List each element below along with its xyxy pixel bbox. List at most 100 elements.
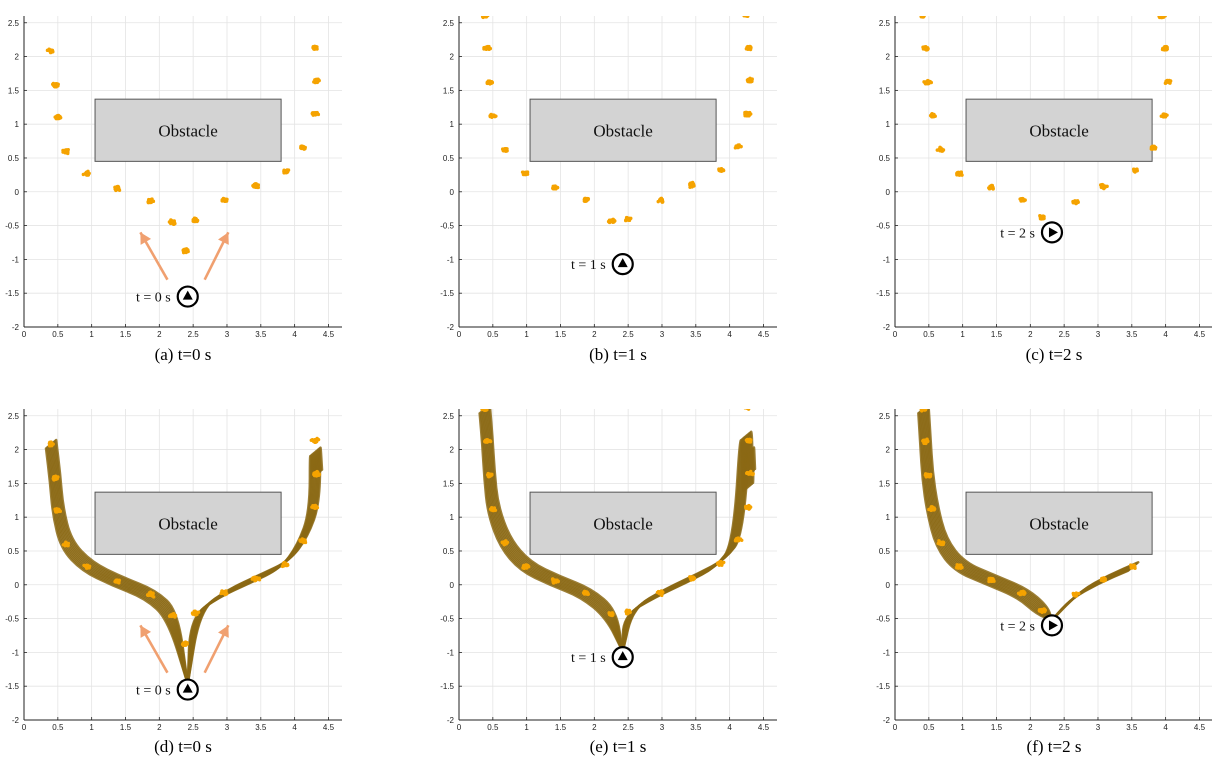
- particle: [749, 112, 753, 116]
- trajectory-path: [917, 412, 1054, 622]
- particle: [524, 563, 528, 567]
- particle: [485, 439, 489, 443]
- y-tick-label: 0.5: [8, 547, 20, 556]
- x-tick-label: 3.5: [690, 330, 702, 339]
- particle: [743, 409, 747, 410]
- y-tick-label: 0.5: [879, 154, 891, 163]
- grid: [458, 16, 777, 328]
- trajectory-path: [186, 450, 319, 686]
- time-label: t = 2 s: [1000, 619, 1035, 634]
- particle: [744, 13, 747, 16]
- particle: [300, 538, 305, 542]
- particle: [929, 505, 933, 509]
- particle: [554, 580, 558, 584]
- y-tick-label: -2: [447, 716, 455, 725]
- particle: [922, 409, 924, 410]
- x-tick-label: 1: [960, 330, 965, 339]
- y-tick-label: 2.5: [8, 412, 20, 421]
- particle: [744, 12, 747, 15]
- particle: [168, 221, 173, 226]
- particle: [62, 148, 66, 153]
- x-tick-label: 3.5: [1126, 723, 1138, 732]
- x-tick-label: 2.5: [1059, 330, 1071, 339]
- particle: [54, 507, 59, 512]
- x-tick-label: 3: [225, 723, 230, 732]
- obstacle-rect: [94, 491, 282, 555]
- plot-area: Obstacle: [44, 436, 324, 701]
- particle: [489, 507, 494, 511]
- particle: [169, 613, 174, 618]
- particle: [525, 566, 529, 570]
- particle: [918, 409, 921, 410]
- particle: [744, 506, 749, 510]
- y-tick-label: 0: [450, 188, 455, 197]
- y-tick-label: -0.5: [5, 222, 19, 231]
- particle: [84, 565, 89, 569]
- y-tick-label: -1: [883, 255, 891, 264]
- particle: [65, 149, 69, 154]
- particle: [749, 469, 753, 474]
- particle: [315, 471, 319, 475]
- x-tick-label: 3: [225, 330, 230, 339]
- particle: [745, 405, 748, 408]
- particle: [172, 613, 177, 617]
- y-tick-label: 2.5: [879, 412, 891, 421]
- x-tick-label: 0.5: [487, 330, 499, 339]
- particle: [482, 16, 485, 17]
- trajectory-path: [479, 411, 624, 653]
- particle: [309, 438, 313, 442]
- y-tick-label: 2: [15, 53, 20, 62]
- x-tick-label: 3: [660, 723, 665, 732]
- particle: [925, 81, 929, 85]
- particle: [923, 409, 926, 410]
- particle: [921, 406, 924, 409]
- x-tick-label: 2.5: [623, 330, 635, 339]
- particle: [284, 168, 288, 173]
- x-tick-label: 1.5: [555, 330, 567, 339]
- y-tick-label: -2: [883, 323, 891, 332]
- x-tick-label: 2: [157, 723, 162, 732]
- y-tick-label: -1: [12, 255, 20, 264]
- time-label: t = 1 s: [571, 258, 606, 273]
- x-tick-label: 0: [457, 330, 462, 339]
- panel-b: 0 0.5 1 1.5 2 2.5 3 3.5 4 4.5 -2 -1.5 -1 -0.5 0 0.5 1 1.5…: [440, 12, 777, 364]
- x-tick-label: 0.5: [923, 330, 935, 339]
- y-tick-label: 2.5: [879, 19, 891, 28]
- particle: [659, 197, 663, 202]
- robot-heading-icon: [617, 651, 628, 661]
- x-tick-label: 1: [89, 330, 94, 339]
- trajectory-path: [54, 438, 189, 686]
- particle: [745, 409, 747, 410]
- particle: [745, 409, 748, 410]
- particle: [487, 44, 491, 49]
- y-tick-label: 0: [15, 188, 20, 197]
- particle: [625, 217, 630, 221]
- x-tick-label: 2: [592, 330, 597, 339]
- x-tick-label: 2: [1028, 723, 1033, 732]
- particle: [629, 216, 633, 221]
- x-tick-label: 0: [893, 330, 898, 339]
- y-tick-label: -1: [883, 648, 891, 657]
- particle: [151, 199, 156, 204]
- y-tick-label: 1.5: [8, 86, 20, 95]
- particle: [748, 409, 749, 410]
- trajectory-path: [1050, 567, 1132, 622]
- y-tick-label: 2: [886, 446, 891, 455]
- y-tick-label: -1: [447, 648, 455, 657]
- obstacle-rect: [529, 491, 717, 555]
- particle: [1152, 147, 1156, 151]
- trajectory-path: [478, 412, 624, 653]
- trajectory-path: [186, 446, 324, 686]
- particle: [688, 575, 693, 579]
- x-tick-label: 4: [727, 723, 732, 732]
- trajectory-path: [927, 409, 1054, 622]
- particle: [930, 507, 934, 512]
- trajectory-path: [44, 447, 189, 686]
- particle: [1021, 590, 1026, 595]
- x-tick-label: 0.5: [52, 330, 64, 339]
- particle: [747, 16, 750, 17]
- particle: [745, 404, 748, 407]
- y-tick-label: -2: [883, 716, 891, 725]
- y-tick-label: -1.5: [876, 682, 890, 691]
